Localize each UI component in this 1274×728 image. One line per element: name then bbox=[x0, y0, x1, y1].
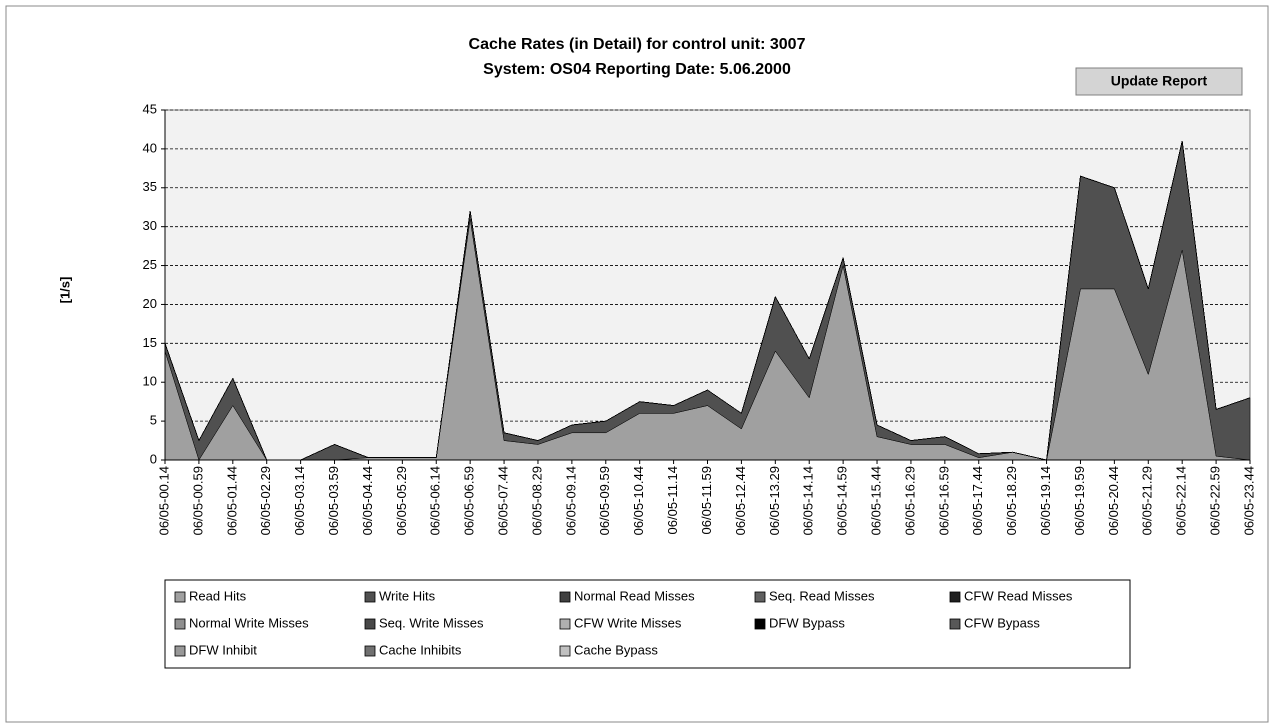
x-tick-label: 06/05-03.59 bbox=[326, 466, 341, 535]
x-tick-label: 06/05-15.44 bbox=[868, 466, 883, 535]
legend-swatch bbox=[364, 591, 376, 603]
legend-label: Seq. Read Misses bbox=[769, 588, 875, 603]
x-tick-label: 06/05-04.44 bbox=[360, 466, 375, 535]
x-tick-label: 06/05-02.29 bbox=[258, 466, 273, 535]
legend-swatch bbox=[949, 618, 961, 630]
area bbox=[164, 141, 1251, 461]
y-axis-label: [1/s] bbox=[57, 277, 72, 304]
x-tick-label: 06/05-17.44 bbox=[970, 466, 985, 535]
x-tick-label: 06/05-14.14 bbox=[801, 466, 816, 535]
x-tick-label: 06/05-01.44 bbox=[224, 466, 239, 535]
y-tick-label: 5 bbox=[150, 413, 157, 428]
legend-label: DFW Inhibit bbox=[189, 642, 257, 657]
y-tick-label: 40 bbox=[143, 140, 157, 155]
x-tick-label: 06/05-23.44 bbox=[1241, 466, 1256, 535]
x-tick-label: 06/05-06.14 bbox=[428, 466, 443, 535]
legend-swatch bbox=[949, 591, 961, 603]
y-tick-label: 0 bbox=[150, 451, 157, 466]
y-tick-label: 25 bbox=[143, 257, 157, 272]
legend-swatch bbox=[174, 591, 186, 603]
x-tick-label: 06/05-09.14 bbox=[563, 466, 578, 535]
x-tick-label: 06/05-16.29 bbox=[902, 466, 917, 535]
legend-label: CFW Read Misses bbox=[964, 588, 1073, 603]
y-tick-label: 20 bbox=[143, 296, 157, 311]
x-tick-label: 06/05-07.44 bbox=[496, 466, 511, 535]
chart-title: Cache Rates (in Detail) for control unit… bbox=[469, 36, 806, 53]
legend-swatch bbox=[559, 645, 571, 657]
legend-label: Write Hits bbox=[379, 588, 436, 603]
x-tick-label: 06/05-00.14 bbox=[156, 466, 171, 535]
y-tick-label: 30 bbox=[143, 218, 157, 233]
y-tick-label: 45 bbox=[143, 101, 157, 116]
legend-label: Cache Bypass bbox=[574, 642, 658, 657]
x-tick-label: 06/05-22.59 bbox=[1208, 466, 1223, 535]
x-tick-label: 06/05-19.59 bbox=[1072, 466, 1087, 535]
x-tick-label: 06/05-19.14 bbox=[1038, 466, 1053, 535]
legend-swatch bbox=[559, 591, 571, 603]
x-tick-label: 06/05-08.29 bbox=[529, 466, 544, 535]
x-tick-label: 06/05-11.14 bbox=[665, 466, 680, 534]
legend-swatch bbox=[559, 618, 571, 630]
legend-swatch bbox=[754, 618, 766, 630]
x-tick-label: 06/05-22.14 bbox=[1174, 466, 1189, 535]
button-bg[interactable] bbox=[1075, 67, 1243, 96]
button-label[interactable]: Update Report bbox=[1111, 73, 1208, 89]
x-tick-label: 06/05-05.29 bbox=[394, 466, 409, 535]
legend-label: DFW Bypass bbox=[769, 615, 845, 630]
legend-swatch bbox=[754, 591, 766, 603]
chart-subtitle: System: OS04 Reporting Date: 5.06.2000 bbox=[483, 61, 791, 78]
x-tick-label: 06/05-09.59 bbox=[597, 466, 612, 535]
legend-label: Normal Read Misses bbox=[574, 588, 695, 603]
x-tick-label: 06/05-13.29 bbox=[767, 466, 782, 535]
legend-label: Seq. Write Misses bbox=[379, 615, 484, 630]
x-tick-label: 06/05-12.44 bbox=[733, 466, 748, 535]
legend-label: Normal Write Misses bbox=[189, 615, 309, 630]
x-tick-label: 06/05-11.59 bbox=[699, 466, 714, 534]
legend-label: CFW Bypass bbox=[964, 615, 1040, 630]
x-tick-label: 06/05-03.14 bbox=[292, 466, 307, 535]
legend-box bbox=[164, 579, 1131, 669]
x-tick-label: 06/05-16.59 bbox=[936, 466, 951, 535]
legend-swatch bbox=[174, 618, 186, 630]
legend-swatch bbox=[364, 645, 376, 657]
y-tick-label: 35 bbox=[143, 179, 157, 194]
x-tick-label: 06/05-00.59 bbox=[190, 466, 205, 535]
legend-swatch bbox=[364, 618, 376, 630]
x-tick-label: 06/05-21.29 bbox=[1140, 466, 1155, 535]
legend-label: CFW Write Misses bbox=[574, 615, 682, 630]
update-button[interactable]: Update Report bbox=[1075, 67, 1243, 96]
x-tick-label: 06/05-18.29 bbox=[1004, 466, 1019, 535]
legend-label: Read Hits bbox=[189, 588, 247, 603]
y-tick-label: 15 bbox=[143, 335, 157, 350]
x-tick-label: 06/05-10.44 bbox=[631, 466, 646, 535]
x-tick-label: 06/05-14.59 bbox=[835, 466, 850, 535]
x-tick-label: 06/05-20.44 bbox=[1106, 466, 1121, 535]
y-tick-label: 10 bbox=[143, 374, 157, 389]
legend-swatch bbox=[174, 645, 186, 657]
legend-label: Cache Inhibits bbox=[379, 642, 462, 657]
x-tick-label: 06/05-06.59 bbox=[462, 466, 477, 535]
